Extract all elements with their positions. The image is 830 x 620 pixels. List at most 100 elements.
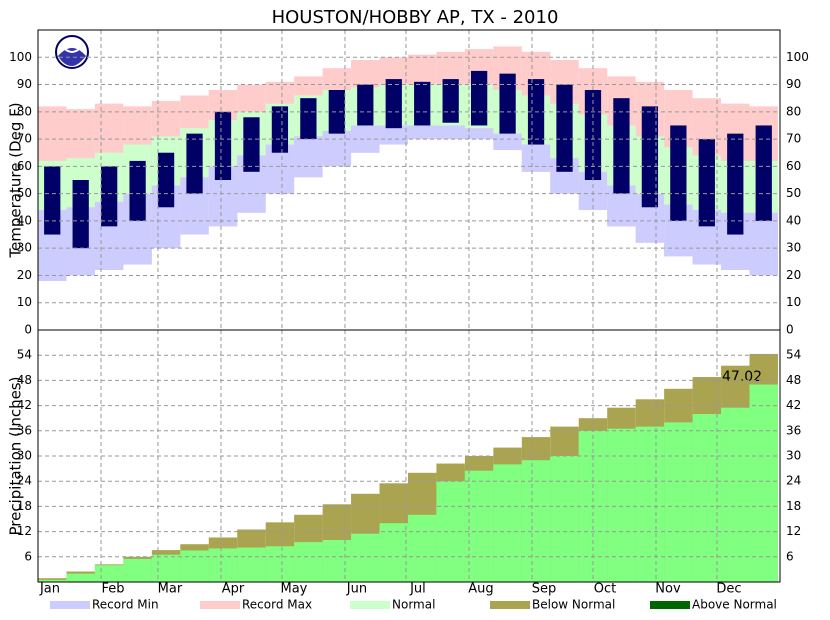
observed-precip <box>521 460 551 582</box>
legend-label: Record Max <box>242 598 312 612</box>
observed-range <box>72 180 89 249</box>
observed-precip <box>493 464 522 582</box>
observed-range <box>44 166 61 235</box>
observed-range <box>755 125 772 221</box>
observed-precip <box>208 548 238 582</box>
observed-range <box>328 90 345 134</box>
x-tick-label: Jan <box>39 582 60 597</box>
observed-precip <box>664 422 693 582</box>
total-label: 47.02 <box>722 369 762 385</box>
observed-precip <box>322 540 352 582</box>
x-tick-label: Jul <box>409 582 426 597</box>
y-tick-label: 12 <box>786 524 801 538</box>
y-tick-label: 90 <box>17 77 32 91</box>
noaa-logo <box>55 35 89 69</box>
y-tick-label: 10 <box>17 295 32 309</box>
observed-precip <box>407 514 437 582</box>
observed-precip <box>351 533 380 582</box>
y-tick-label: 24 <box>17 474 32 488</box>
x-tick-label: May <box>280 582 307 597</box>
x-tick-label: Nov <box>655 582 681 597</box>
observed-precip <box>379 523 408 582</box>
observed-range <box>670 125 687 221</box>
y-tick-label: 80 <box>786 104 801 118</box>
x-tick-label: Sep <box>532 582 557 597</box>
y-tick-label: 30 <box>17 449 32 463</box>
y-tick-label: 20 <box>17 268 32 282</box>
observed-precip <box>94 565 124 582</box>
y-tick-label: 20 <box>786 268 801 282</box>
observed-range <box>698 139 715 227</box>
y-tick-label: 0 <box>786 323 794 337</box>
y-tick-label: 30 <box>786 241 801 255</box>
observed-range <box>157 152 175 208</box>
record-min-range <box>464 128 494 140</box>
y-tick-label: 36 <box>786 423 801 437</box>
observed-precip <box>721 407 750 582</box>
x-tick-label: Aug <box>468 582 493 597</box>
observed-range <box>414 81 431 126</box>
y-tick-label: 54 <box>786 348 801 362</box>
y-tick-label: 24 <box>786 474 801 488</box>
y-axis-label: Temperature (Deg F) <box>7 102 25 258</box>
observed-precip <box>237 547 266 582</box>
legend-label: Record Min <box>92 598 159 612</box>
record-min-range <box>322 130 352 167</box>
y-tick-label: 40 <box>17 213 32 227</box>
record-min-range <box>521 144 551 172</box>
x-tick-label: Oct <box>594 582 616 597</box>
x-tick-label: Mar <box>158 582 183 597</box>
record-min-range <box>379 125 408 145</box>
observed-range <box>243 117 260 172</box>
y-tick-label: 6 <box>24 549 32 563</box>
y-tick-label: 42 <box>17 398 32 412</box>
legend-label: Normal <box>392 598 435 612</box>
observed-range <box>556 84 573 172</box>
y-tick-label: 10 <box>786 295 801 309</box>
observed-range <box>613 98 630 194</box>
y-tick-label: 90 <box>786 77 801 91</box>
observed-precip <box>635 426 665 582</box>
observed-range <box>641 106 659 208</box>
chart-title: HOUSTON/HOBBY AP, TX - 2010 <box>272 7 559 28</box>
legend-swatch <box>50 601 90 609</box>
y-axis-label: Precipitation (Inches) <box>7 377 25 536</box>
observed-precip <box>265 546 295 582</box>
record-min-range <box>436 125 465 140</box>
y-tick-label: 6 <box>786 549 794 563</box>
legend-swatch <box>490 601 530 609</box>
observed-range <box>214 111 232 180</box>
legend-swatch <box>650 601 690 609</box>
observed-precip <box>66 573 95 582</box>
y-tick-label: 80 <box>17 104 32 118</box>
x-tick-label: Jun <box>346 582 367 597</box>
record-min-range <box>294 136 323 178</box>
legend-label: Below Normal <box>532 598 615 612</box>
y-tick-label: 70 <box>17 132 32 146</box>
observed-range <box>101 166 118 227</box>
y-tick-label: 0 <box>24 323 32 337</box>
observed-precip <box>692 414 722 582</box>
record-min-range <box>407 125 437 140</box>
observed-range <box>471 70 488 126</box>
y-tick-label: 60 <box>786 159 801 173</box>
observed-range <box>499 73 516 134</box>
y-tick-label: 18 <box>17 499 32 513</box>
observed-precip <box>550 456 579 582</box>
observed-precip <box>123 558 152 582</box>
y-tick-label: 60 <box>17 159 32 173</box>
observed-range <box>300 98 317 140</box>
legend-label: Above Normal <box>692 598 777 612</box>
observed-range <box>385 79 402 129</box>
y-tick-label: 48 <box>786 373 801 387</box>
y-tick-label: 70 <box>786 132 801 146</box>
record-min-range <box>493 133 522 150</box>
y-tick-label: 30 <box>786 449 801 463</box>
y-tick-label: 36 <box>17 423 32 437</box>
observed-precip <box>151 554 181 582</box>
observed-range <box>357 84 374 126</box>
y-tick-label: 100 <box>786 50 809 64</box>
y-tick-label: 48 <box>17 373 32 387</box>
y-tick-label: 30 <box>17 241 32 255</box>
y-tick-label: 54 <box>17 348 32 362</box>
